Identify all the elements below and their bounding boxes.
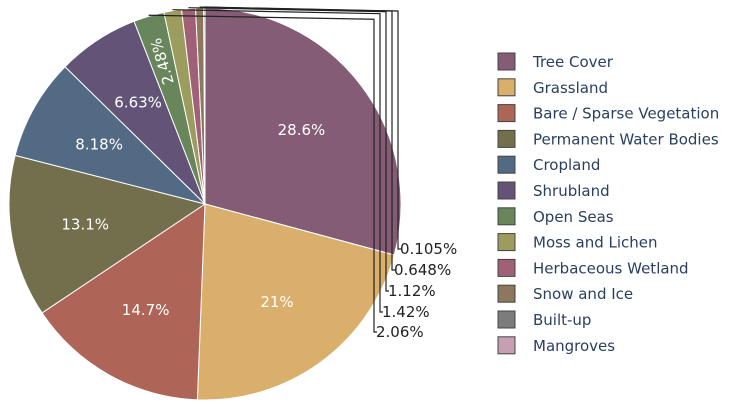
legend-swatch-open-seas[interactable] (497, 207, 516, 226)
slice-label-cropland: 8.18% (75, 135, 123, 153)
outside-label: 2.06% (376, 323, 424, 341)
legend-swatch-shrubland[interactable] (497, 181, 516, 200)
legend-label-bare-sparse-vegetation[interactable]: Bare / Sparse Vegetation (533, 105, 719, 123)
slice-label-shrubland: 6.63% (114, 94, 162, 112)
leader-line (188, 7, 389, 292)
legend-swatch-tree-cover[interactable] (497, 52, 516, 71)
legend-swatch-mangroves[interactable] (497, 336, 516, 355)
legend-label-cropland[interactable]: Cropland (533, 156, 600, 174)
slice-grassland[interactable] (196, 203, 395, 401)
leader-line (199, 6, 395, 271)
outside-label: 0.648% (394, 261, 451, 279)
legend-swatch-cropland[interactable] (497, 155, 516, 174)
legend-swatch-built-up[interactable] (497, 310, 516, 329)
leader-line (148, 14, 377, 333)
legend-swatch-bare-sparse-vegetation[interactable] (497, 104, 516, 123)
legend-swatch-grassland[interactable] (497, 78, 516, 97)
legend-label-built-up[interactable]: Built-up (533, 311, 591, 329)
legend-label-permanent-water-bodies[interactable]: Permanent Water Bodies (533, 130, 719, 148)
pie-slices (8, 7, 402, 401)
legend-label-mangroves[interactable]: Mangroves (533, 337, 615, 355)
slice-label-grassland: 21% (260, 293, 293, 311)
outside-label: 1.42% (382, 303, 430, 321)
legend-swatch-moss-and-lichen[interactable] (497, 233, 516, 252)
outside-label: 0.105% (400, 240, 457, 258)
legend-label-moss-and-lichen[interactable]: Moss and Lichen (533, 234, 658, 252)
outside-label: 1.12% (388, 282, 436, 300)
leader-line (172, 9, 383, 313)
inside-labels: 28.6%21%14.7%13.1%8.18%6.63%2.48% (61, 36, 325, 319)
slice-bare-sparse-vegetation[interactable] (41, 203, 206, 401)
slice-label-permanent-water-bodies: 13.1% (61, 215, 109, 233)
outside-labels: 0.105% 0.648% 1.12% 1.42% 2.06% (148, 6, 457, 341)
legend: Tree Cover Grassland Bare / Sparse Vegetat… (497, 52, 719, 355)
legend-swatch-permanent-water-bodies[interactable] (497, 129, 516, 148)
legend-label-shrubland[interactable]: Shrubland (533, 182, 610, 200)
legend-label-tree-cover[interactable]: Tree Cover (532, 53, 614, 71)
slice-label-tree-cover: 28.6% (278, 121, 326, 139)
slice-cropland[interactable] (14, 66, 207, 205)
legend-label-open-seas[interactable]: Open Seas (533, 208, 614, 226)
legend-label-snow-and-ice[interactable]: Snow and Ice (533, 285, 633, 303)
legend-swatch-herbaceous-wetland[interactable] (497, 258, 516, 277)
slice-tree-cover[interactable] (204, 7, 402, 256)
legend-label-herbaceous-wetland[interactable]: Herbaceous Wetland (533, 259, 689, 277)
legend-swatch-snow-and-ice[interactable] (497, 284, 516, 303)
slice-label-bare-sparse-vegetation: 14.7% (122, 301, 170, 319)
legend-label-grassland[interactable]: Grassland (533, 79, 608, 97)
slice-permanent-water-bodies[interactable] (8, 154, 207, 314)
